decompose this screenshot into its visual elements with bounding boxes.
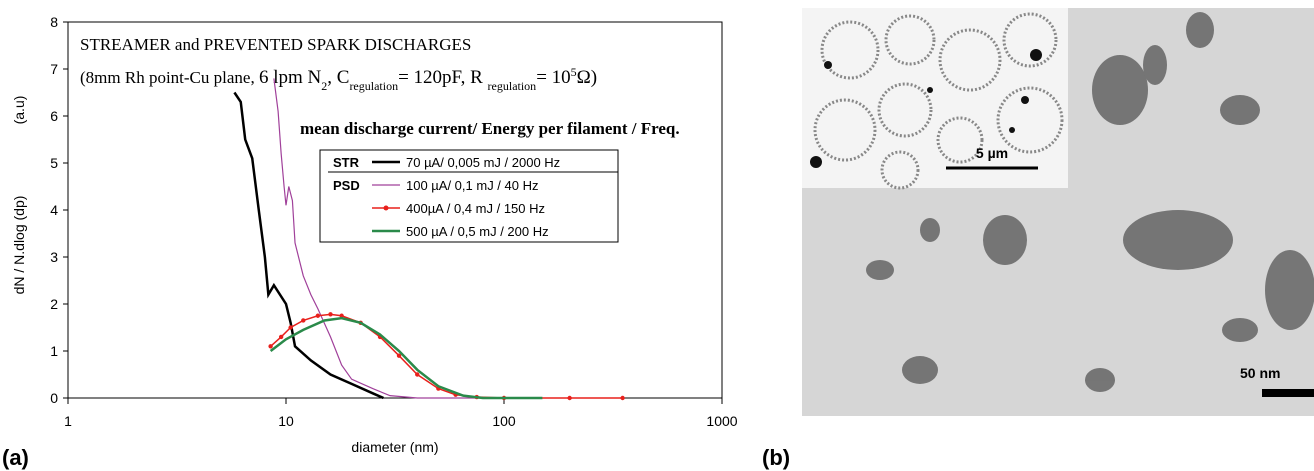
micrograph: 5 µm 50 nm <box>802 8 1314 416</box>
series-marker <box>278 334 284 340</box>
series-marker <box>268 344 273 349</box>
scale-label: 50 nm <box>1240 365 1280 381</box>
annotation: (8mm Rh point-Cu plane, 6 lpm N2, Cregul… <box>80 65 597 93</box>
annotation-part: , C <box>327 67 349 88</box>
y-tick-label: 1 <box>50 343 58 359</box>
annotation-part: = 120pF, R <box>398 67 487 88</box>
panel-label: (a) <box>2 445 29 470</box>
x-tick-label: 100 <box>492 413 516 429</box>
y-axis-unit: (a.u) <box>11 96 27 125</box>
series-marker <box>567 395 572 401</box>
y-tick-label: 6 <box>50 108 58 124</box>
y-tick-label: 8 <box>50 14 58 30</box>
annotation-part: 2 <box>321 79 327 93</box>
legend-label: 400µA / 0,4 mJ / 150 Hz <box>406 201 545 216</box>
series-marker <box>315 313 321 318</box>
series-line <box>273 78 504 399</box>
series-marker <box>415 372 420 377</box>
legend-title: mean discharge current/ Energy per filam… <box>300 119 680 138</box>
scale-label: 5 µm <box>976 145 1008 161</box>
legend-label: 70 µA/ 0,005 mJ / 2000 Hz <box>406 155 560 170</box>
annotation-part: regulation <box>349 79 398 93</box>
y-tick-label: 7 <box>50 61 58 77</box>
annotation-part: 6 lpm N <box>259 67 322 88</box>
legend-label: 100 µA/ 0,1 mJ / 40 Hz <box>406 178 539 193</box>
y-tick-label: 0 <box>50 390 58 406</box>
y-tick-label: 5 <box>50 155 58 171</box>
annotation-part: 5 <box>571 65 577 79</box>
x-tick-label: 10 <box>278 413 294 429</box>
particles <box>866 12 1314 392</box>
x-axis-label: diameter (nm) <box>351 439 438 455</box>
y-axis-label: dN / N.dlog (dp) <box>11 196 27 295</box>
y-tick-label: 2 <box>50 296 58 312</box>
annotation-part: Ω) <box>577 67 597 88</box>
legend-group: PSD <box>333 178 360 193</box>
inset-dots <box>810 49 1042 168</box>
series-line <box>233 91 384 400</box>
legend-group: STR <box>333 155 360 170</box>
series-line <box>270 313 623 399</box>
annotation: STREAMER and PREVENTED SPARK DISCHARGES <box>80 35 471 54</box>
y-tick-label: 3 <box>50 249 58 265</box>
series-line <box>269 316 543 400</box>
series-marker <box>328 312 333 317</box>
legend-marker <box>383 205 389 211</box>
panel-label: (b) <box>762 445 790 470</box>
legend-box <box>319 149 619 243</box>
x-tick-label: 1000 <box>706 413 737 429</box>
series-marker <box>396 353 402 358</box>
series-marker <box>301 318 306 323</box>
y-tick-label: 4 <box>50 202 58 218</box>
series-marker <box>339 313 344 318</box>
x-tick-label: 1 <box>64 413 72 429</box>
legend-label: 500 µA / 0,5 mJ / 200 Hz <box>406 224 549 239</box>
annotation-part: = 10 <box>536 67 570 88</box>
series-marker <box>620 395 625 401</box>
series-marker <box>288 325 293 330</box>
annotation-part: (8mm Rh point-Cu plane, <box>80 68 259 87</box>
annotation-part: regulation <box>488 79 537 93</box>
inset-cells <box>813 12 1064 190</box>
scale-bar <box>1262 389 1314 397</box>
